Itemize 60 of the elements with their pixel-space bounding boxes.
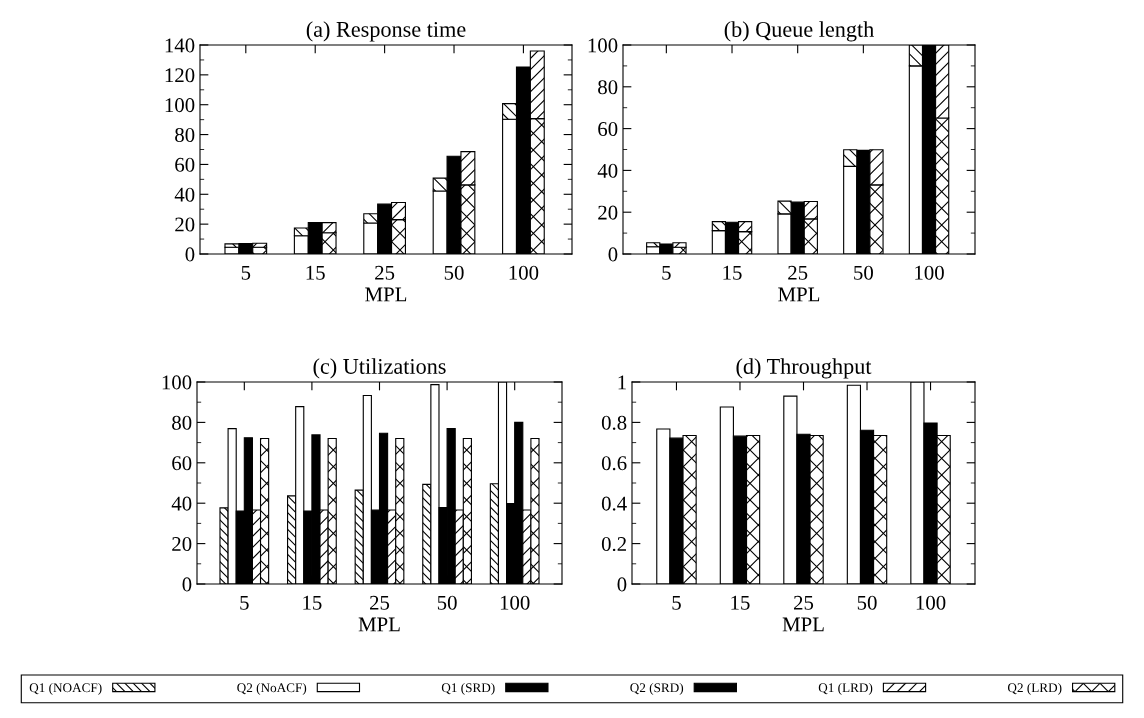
- y-tick-label: 0.4: [601, 496, 627, 511]
- x-tick-label: 15: [731, 595, 750, 610]
- y-tick-label: 20: [172, 536, 192, 552]
- x-tick-label: 25: [794, 595, 814, 610]
- legend-label: Q1 (LRD): [818, 682, 873, 695]
- x-tick-label: 5: [240, 595, 249, 610]
- y-tick-label: 40: [171, 496, 192, 511]
- y-tick-label: 0.8: [601, 415, 627, 430]
- chart-title: (a) Response time: [306, 21, 466, 42]
- y-tick-label: 80: [598, 80, 618, 95]
- x-tick-label: 100: [500, 595, 530, 610]
- y-tick-label: 120: [165, 68, 195, 83]
- legend-label: Q2 (SRD): [630, 682, 684, 695]
- x-tick-label: 50: [857, 595, 877, 610]
- y-tick-label: 60: [175, 157, 195, 172]
- x-axis-title: MPL: [782, 617, 824, 632]
- x-tick-label: 5: [662, 265, 671, 280]
- x-tick-label: 25: [370, 595, 390, 610]
- legend-label: Q1 (NOACF): [29, 682, 102, 695]
- x-axis-title: MPL: [365, 287, 407, 302]
- y-tick-label: 140: [165, 38, 195, 53]
- y-tick-label: 100: [162, 375, 192, 390]
- y-tick-label: 60: [598, 121, 618, 137]
- x-tick-label: 15: [306, 265, 325, 280]
- x-tick-label: 100: [915, 265, 944, 280]
- y-tick-label: 80: [172, 415, 192, 430]
- y-tick-label: 100: [165, 98, 195, 113]
- x-tick-label: 5: [241, 265, 251, 280]
- chart-title: (c) Utilizations: [313, 358, 446, 379]
- x-axis-title: MPL: [778, 287, 820, 302]
- y-tick-label: 40: [597, 163, 618, 178]
- y-tick-label: 0.6: [601, 456, 627, 471]
- x-tick-label: 15: [303, 595, 322, 610]
- y-tick-label: 1: [618, 375, 626, 390]
- y-tick-label: 100: [588, 38, 618, 53]
- x-tick-label: 50: [437, 595, 457, 610]
- y-tick-label: 60: [172, 456, 192, 471]
- legend-label: Q2 (NoACF): [237, 682, 307, 695]
- chart-title: (d) Throughput: [736, 358, 872, 379]
- y-tick-label: 40: [174, 187, 195, 202]
- y-tick-label: 20: [175, 217, 195, 232]
- x-tick-label: 50: [444, 265, 464, 280]
- y-tick-label: 0: [608, 247, 618, 262]
- x-tick-label: 25: [788, 265, 808, 280]
- x-tick-label: 100: [916, 595, 946, 610]
- y-tick-label: 0: [617, 577, 627, 592]
- chart-title: (b) Queue length: [724, 21, 874, 42]
- y-tick-label: 0.2: [601, 536, 626, 552]
- legend-label: Q2 (LRD): [1007, 682, 1062, 695]
- x-tick-label: 25: [375, 265, 395, 280]
- y-tick-label: 80: [175, 127, 195, 142]
- x-tick-label: 15: [723, 265, 742, 280]
- legend-label: Q1 (SRD): [441, 682, 495, 695]
- y-tick-label: 0: [182, 577, 192, 592]
- x-axis-title: MPL: [358, 617, 400, 632]
- x-tick-label: 5: [672, 595, 681, 610]
- y-tick-label: 20: [598, 205, 618, 220]
- x-tick-label: 100: [509, 265, 539, 280]
- x-tick-label: 50: [854, 265, 873, 280]
- y-tick-label: 0: [185, 247, 195, 262]
